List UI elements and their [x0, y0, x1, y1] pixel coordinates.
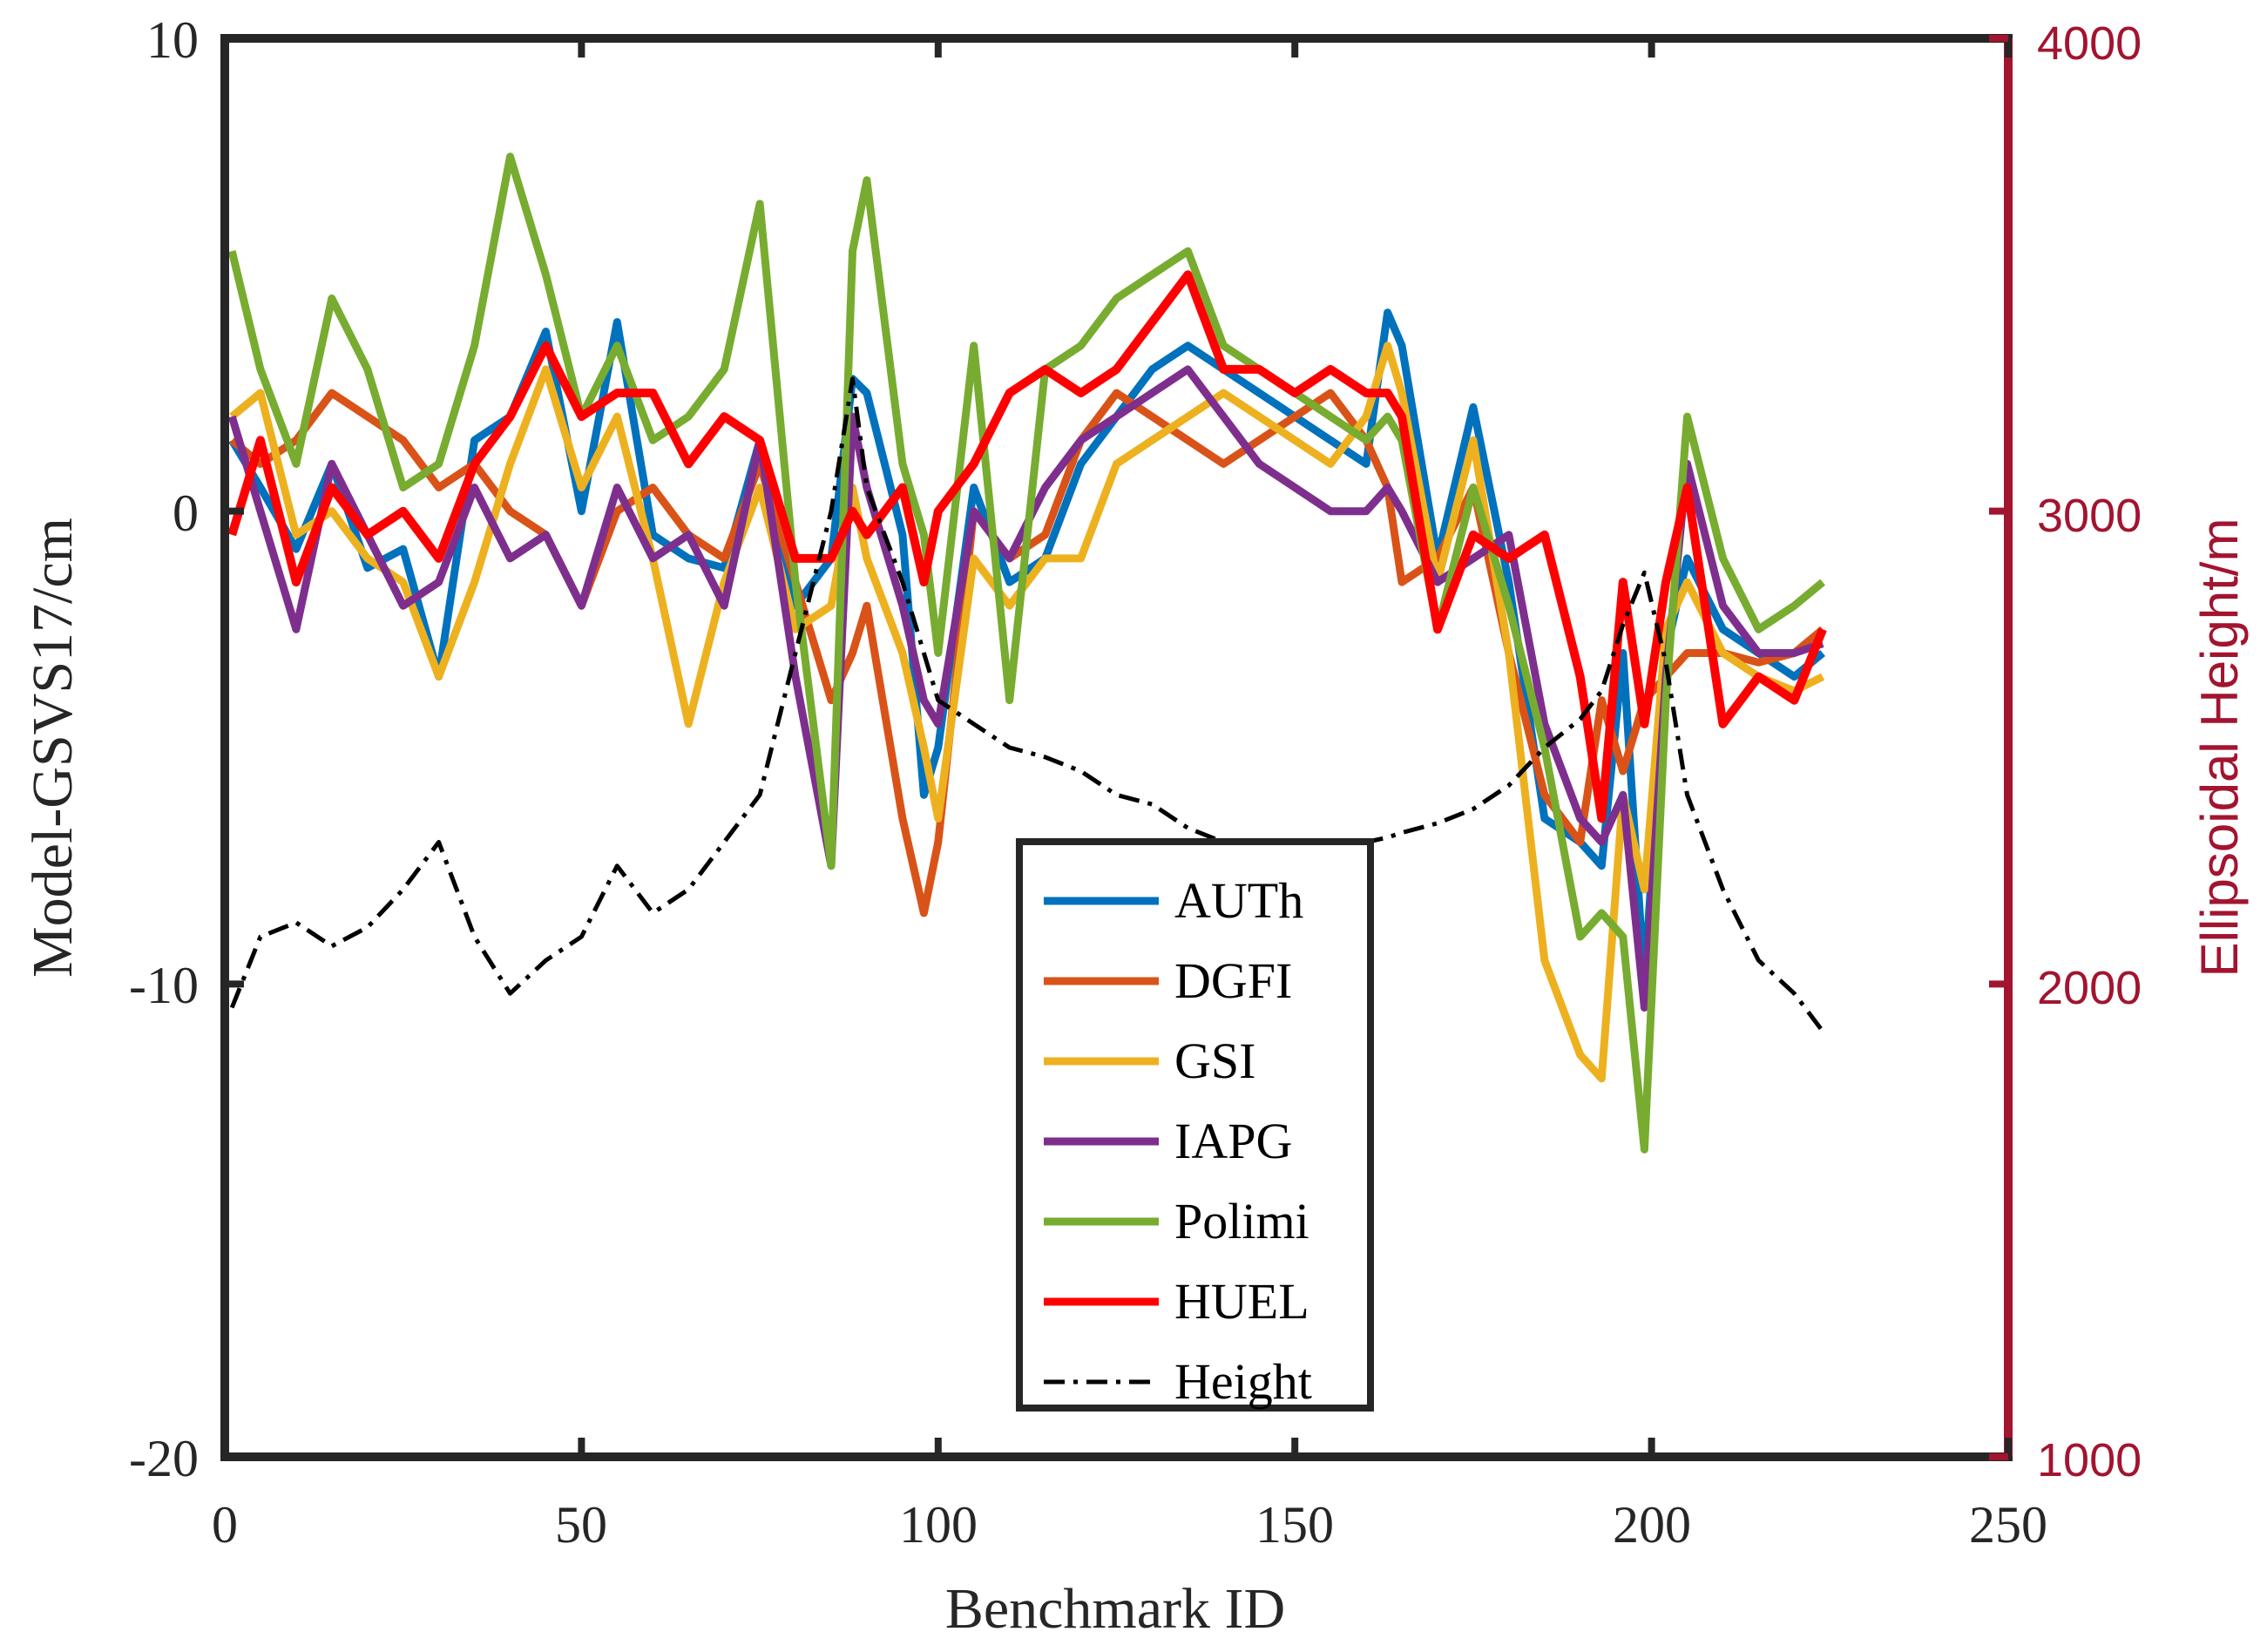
y-left-tick-label: 0: [173, 484, 199, 542]
x-tick-label: 50: [555, 1496, 607, 1554]
x-tick-label: 100: [899, 1496, 978, 1554]
x-tick-label: 150: [1255, 1496, 1334, 1554]
series-line-gsi: [229, 342, 1825, 1083]
legend-label-huel: HUEL: [1174, 1273, 1309, 1330]
legend-label-auth: AUTh: [1174, 872, 1303, 929]
legend-label-height: Height: [1174, 1353, 1312, 1410]
legend-label-polimi: Polimi: [1174, 1193, 1309, 1249]
series-lines: [227, 152, 1827, 1154]
x-axis-label: Benchmark ID: [945, 1577, 1285, 1641]
y-left-tick-label: -20: [129, 1430, 199, 1487]
legend-label-gsi: GSI: [1174, 1032, 1255, 1089]
y-right-tick-label: 4000: [2037, 17, 2142, 70]
axis-ticks: [221, 35, 2012, 1460]
legend-label-iapg: IAPG: [1174, 1113, 1292, 1169]
y-right-tick-label: 3000: [2037, 490, 2142, 542]
y-left-tick-label: 10: [146, 11, 199, 69]
y-right-tick-label: 1000: [2037, 1434, 2142, 1486]
y-right-tick-label: 2000: [2037, 962, 2142, 1014]
y-right-axis-label: Ellipsoidal Height/m: [2190, 518, 2249, 978]
legend: AUTh DGFI GSI IAPG Polimi HUEL Height: [1016, 838, 1374, 1412]
series-line-iapg: [227, 365, 1824, 1012]
y-left-tick-label: -10: [129, 957, 199, 1014]
series-line-height: [229, 376, 1825, 1033]
x-tick-label: 0: [212, 1496, 238, 1554]
legend-swatches: [1044, 897, 1159, 1385]
x-tick-label: 200: [1613, 1496, 1691, 1554]
series-line-huel: [227, 270, 1827, 823]
legend-label-dgfi: DGFI: [1174, 952, 1292, 1009]
y-left-axis-label: Model-GSVS17/cm: [21, 518, 85, 978]
x-tick-label: 250: [1969, 1496, 2047, 1554]
legend-box: [1016, 838, 1374, 1412]
